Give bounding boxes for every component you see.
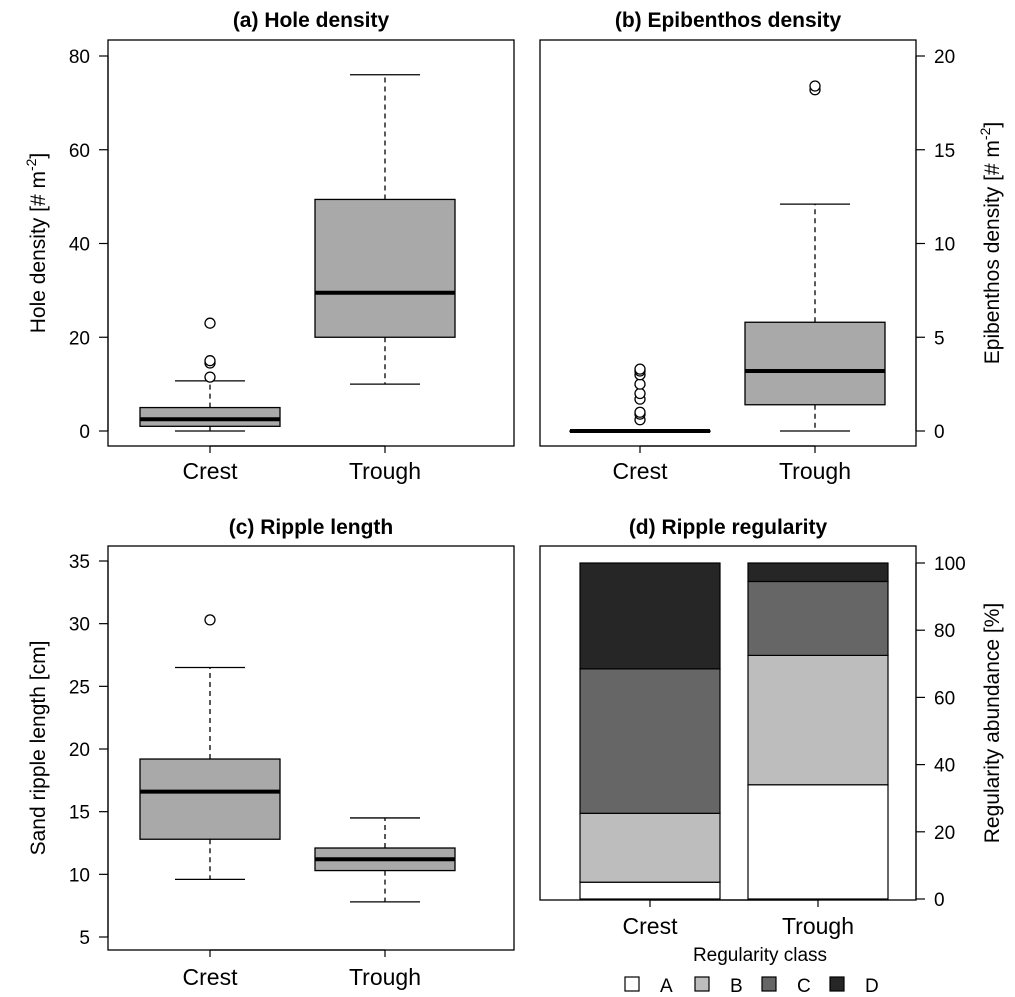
regularity-legend: Regularity class A B C D xyxy=(624,945,879,997)
y-tick-label: 20 xyxy=(934,823,955,844)
y-axis-label-text: Sand ripple length [cm] xyxy=(27,641,50,856)
box-iqr xyxy=(139,406,281,427)
stacked-bar-segment xyxy=(747,580,889,656)
y-axis-label: Epibenthos density [# m-2] xyxy=(977,122,1004,364)
y-tick-label: 25 xyxy=(69,677,90,698)
y-tick-label: 0 xyxy=(934,422,945,443)
y-tick-label: 20 xyxy=(69,740,90,761)
y-axis-label: Sand ripple length [cm] xyxy=(27,641,50,856)
y-axis-label-text: Epibenthos density [# m xyxy=(981,140,1004,364)
outlier-point xyxy=(204,317,216,329)
y-axis-label: Hole density [# m-2] xyxy=(23,153,50,334)
chart-title: (c) Ripple length xyxy=(229,516,394,539)
outlier-point xyxy=(634,378,646,390)
y-tick-label: 100 xyxy=(934,554,966,575)
y-tick-label: 15 xyxy=(934,141,955,162)
y-tick-label: 30 xyxy=(69,615,90,636)
legend-label: D xyxy=(865,976,879,997)
plot-frame xyxy=(107,545,515,951)
legend-label: A xyxy=(660,976,673,997)
x-category-label: Crest xyxy=(623,913,679,939)
y-tick-label: 0 xyxy=(79,422,90,443)
outlier-point xyxy=(809,80,821,92)
stacked-bar-segment xyxy=(579,881,721,900)
panel-a-hole-density: (a) Hole density 0 20 40 60 80 Hole density [#… xyxy=(23,9,515,484)
y-tick-label: 5 xyxy=(79,928,90,949)
legend-swatch xyxy=(761,976,777,992)
chart-title: (a) Hole density xyxy=(233,9,390,32)
stacked-bar-segment xyxy=(747,562,889,583)
y-axis-label-text: Hole density [# m xyxy=(27,171,50,333)
legend-swatch xyxy=(694,976,710,992)
y-tick-label: 10 xyxy=(934,235,955,256)
stacked-bar-segment xyxy=(747,654,889,786)
legend-label: B xyxy=(730,976,743,997)
x-category-label: Trough xyxy=(349,964,421,990)
y-tick-label: 35 xyxy=(69,552,90,573)
y-tick-label: 0 xyxy=(934,890,945,911)
y-tick-label: 5 xyxy=(934,328,945,349)
y-tick-label: 60 xyxy=(934,688,955,709)
y-axis-label-tail: ] xyxy=(981,122,1004,128)
legend-title: Regularity class xyxy=(693,945,827,966)
outlier-point xyxy=(634,363,646,375)
stacked-bar-segment xyxy=(579,668,721,814)
outlier-point xyxy=(634,387,646,400)
y-axis-label-tail: ] xyxy=(27,153,50,159)
x-category-label: Trough xyxy=(349,458,421,484)
outlier-point xyxy=(634,406,646,418)
panel-b-epibenthos-density: (b) Epibenthos density 0 5 10 15 20 Epibenthos… xyxy=(539,9,1004,484)
y-tick-label: 80 xyxy=(69,47,90,68)
y-axis-label-superscript: -2 xyxy=(977,127,993,140)
x-category-label: Trough xyxy=(782,913,854,939)
y-tick-label: 40 xyxy=(69,235,90,256)
stacked-bar-segment xyxy=(579,812,721,883)
y-tick-label: 10 xyxy=(69,865,90,886)
x-category-label: Crest xyxy=(183,964,239,990)
stacked-bar-segment xyxy=(747,784,889,900)
panel-d-ripple-regularity: (d) Ripple regularity 0 20 40 60 80 100 Regular… xyxy=(539,516,1004,939)
stacked-bar-segment xyxy=(579,562,721,670)
y-tick-label: 80 xyxy=(934,621,955,642)
legend-label: C xyxy=(797,976,811,997)
y-tick-label: 40 xyxy=(934,756,955,777)
outlier-point xyxy=(204,355,216,367)
outlier-point xyxy=(204,614,216,626)
legend-swatch xyxy=(829,976,845,992)
chart-title: (b) Epibenthos density xyxy=(615,9,842,32)
outlier-point xyxy=(204,371,216,383)
y-tick-label: 20 xyxy=(69,328,90,349)
x-category-label: Trough xyxy=(779,458,851,484)
box-iqr xyxy=(314,198,456,338)
legend-swatch xyxy=(624,976,640,992)
y-tick-label: 20 xyxy=(934,47,955,68)
y-axis-label: Regularity abundance [%] xyxy=(981,603,1004,844)
box-iqr xyxy=(744,321,886,406)
chart-title: (d) Ripple regularity xyxy=(629,516,828,539)
x-category-label: Crest xyxy=(613,458,669,484)
panel-c-ripple-length: (c) Ripple length 5 10 15 20 25 30 35 Sand rippl… xyxy=(27,516,515,990)
x-category-label: Crest xyxy=(183,458,239,484)
y-tick-label: 15 xyxy=(69,803,90,824)
box-iqr xyxy=(139,758,281,840)
y-tick-label: 60 xyxy=(69,141,90,162)
y-axis-label-superscript: -2 xyxy=(23,158,39,171)
y-axis-label-text: Regularity abundance [%] xyxy=(981,603,1004,844)
